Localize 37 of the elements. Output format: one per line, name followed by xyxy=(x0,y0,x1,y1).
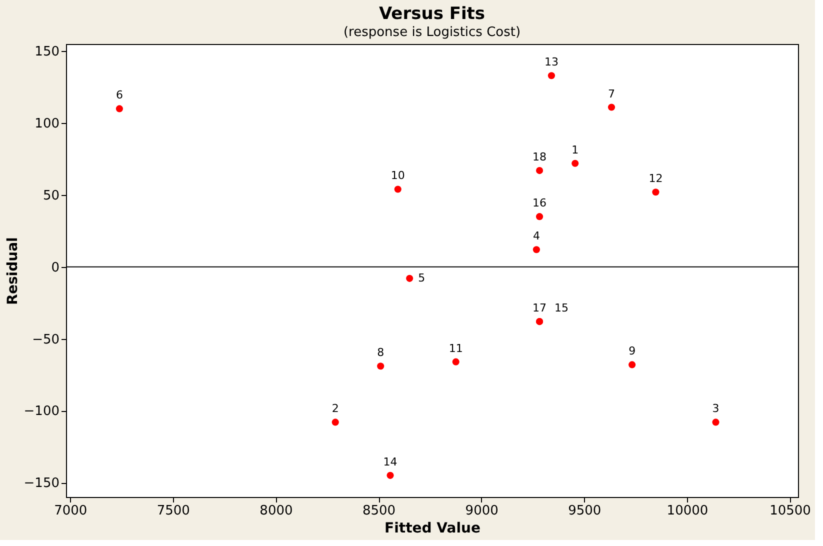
chart-title: Versus Fits xyxy=(378,4,486,24)
annotation: 8 xyxy=(377,346,384,360)
annotation: 13 xyxy=(544,56,558,69)
y-tick-label: 150 xyxy=(34,44,60,60)
annotation: 2 xyxy=(332,402,339,416)
annotation: 11 xyxy=(448,342,463,355)
annotation: 14 xyxy=(383,455,398,468)
annotation: 15 xyxy=(554,302,569,315)
annotation: 17 xyxy=(532,302,547,315)
y-tick-label: −150 xyxy=(24,476,60,492)
x-tick-label: 9000 xyxy=(465,504,498,518)
annotation: 12 xyxy=(648,172,663,186)
x-tick-label: 7500 xyxy=(156,504,190,518)
y-tick-label: 50 xyxy=(42,188,60,204)
x-tick-label: 10000 xyxy=(666,504,708,518)
annotation: 3 xyxy=(712,402,720,416)
y-tick-label: 100 xyxy=(34,116,60,132)
chart-subtitle: (response is Logistics Cost) xyxy=(343,25,521,40)
y-tick-label: −100 xyxy=(24,404,60,420)
x-tick-label: 9500 xyxy=(568,504,602,518)
x-axis-title: Fitted Value xyxy=(384,520,480,536)
annotation: 18 xyxy=(532,150,547,164)
annotation: 9 xyxy=(628,344,636,358)
y-tick-label: 0 xyxy=(51,260,60,276)
x-tick-label: 7000 xyxy=(54,504,88,518)
annotation: 5 xyxy=(418,271,426,284)
annotation: 6 xyxy=(116,88,123,102)
annotation: 16 xyxy=(532,196,547,210)
annotation: 4 xyxy=(532,230,540,243)
annotation: 1 xyxy=(572,143,579,156)
y-axis-title: Residual xyxy=(4,237,21,305)
annotation: 7 xyxy=(608,87,616,100)
y-tick-label: −50 xyxy=(32,332,60,348)
x-tick-label: 8000 xyxy=(260,504,293,518)
x-tick-label: 10500 xyxy=(770,504,811,518)
x-tick-label: 8500 xyxy=(362,504,396,518)
annotation: 10 xyxy=(390,169,405,182)
